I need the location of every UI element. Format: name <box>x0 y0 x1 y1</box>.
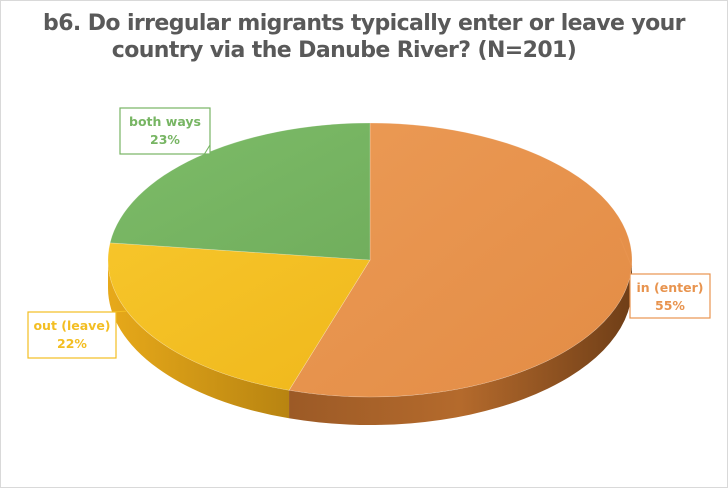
slice-side-0 <box>289 260 632 426</box>
callout-box <box>119 107 211 155</box>
callout-out-leave-: out (leave) 22% <box>27 310 127 359</box>
pie-slices <box>107 122 633 398</box>
slice-value-label: 22% <box>57 336 87 351</box>
slice-value-label: 23% <box>150 132 180 147</box>
slice-value-label: 55% <box>655 298 685 313</box>
chart-title-line-2: country via the Danube River? (N=201) <box>111 38 577 63</box>
callout-box <box>629 273 711 319</box>
callout-both-ways: both ways 23% <box>119 107 211 155</box>
slice-in-enter- <box>288 122 633 398</box>
callout-leader <box>619 237 633 267</box>
pie-depth <box>108 260 632 426</box>
callout-box <box>27 311 117 359</box>
slice-label: out (leave) <box>33 318 110 333</box>
callout-leader <box>204 144 211 155</box>
slice-label: both ways <box>129 114 201 129</box>
slice-out-leave- <box>107 242 371 391</box>
pie-callouts: in (enter) 55% out (leave) 22% both ways 23% <box>27 107 711 359</box>
chart-title: b6. Do irregular migrants typically ente… <box>0 10 728 64</box>
slice-both-ways <box>109 122 371 261</box>
callout-leader <box>111 310 127 313</box>
slice-label: in (enter) <box>637 280 704 295</box>
chart-title-line-1: b6. Do irregular migrants typically ente… <box>43 11 685 36</box>
slice-side-1 <box>108 260 290 419</box>
callout-in-enter-: in (enter) 55% <box>619 237 711 319</box>
